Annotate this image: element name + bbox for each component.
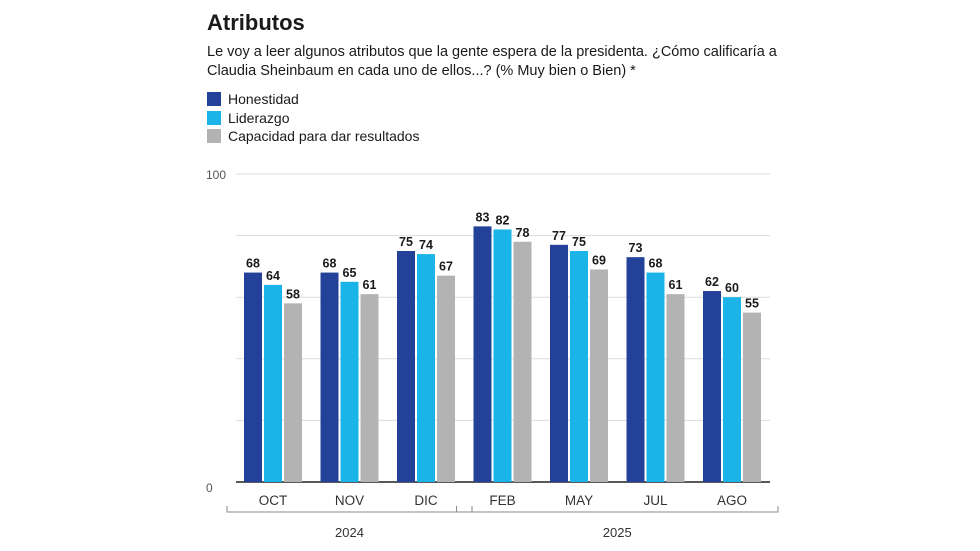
data-label: 74 xyxy=(419,238,433,252)
data-label: 60 xyxy=(725,281,739,295)
data-label: 77 xyxy=(552,229,566,243)
legend-item-capacidad: Capacidad para dar resultados xyxy=(207,127,419,146)
bar-feb-1 xyxy=(473,226,492,482)
data-label: 62 xyxy=(705,275,719,289)
bar-oct-3 xyxy=(284,303,302,482)
chart-subtitle: Le voy a leer algunos atributos que la g… xyxy=(207,44,777,79)
bar-dic-2 xyxy=(417,254,435,482)
legend-swatch-liderazgo xyxy=(207,110,221,125)
data-label: 61 xyxy=(669,278,683,292)
bar-ago-3 xyxy=(743,312,761,482)
data-label: 75 xyxy=(399,235,413,249)
bar-jul-2 xyxy=(646,272,665,482)
data-label: 58 xyxy=(286,287,300,301)
y-tick-label: 100 xyxy=(206,168,226,182)
data-label: 67 xyxy=(439,260,453,274)
year-bracket xyxy=(456,506,779,513)
data-label: 68 xyxy=(649,257,663,271)
legend-item-honestidad: Honestidad xyxy=(207,90,419,109)
bar-ago-2 xyxy=(723,297,741,482)
bar-nov-1 xyxy=(320,272,339,482)
data-label: 64 xyxy=(266,269,280,283)
data-label: 69 xyxy=(592,253,606,267)
year-label: 2025 xyxy=(603,525,632,540)
bar-feb-2 xyxy=(493,229,512,482)
x-tick-label: JUL xyxy=(643,493,667,508)
data-label: 78 xyxy=(516,226,530,240)
data-label: 68 xyxy=(323,257,337,271)
bar-may-2 xyxy=(570,251,588,482)
x-tick-label: DIC xyxy=(414,493,438,508)
bar-oct-2 xyxy=(264,284,282,482)
x-tick-label: MAY xyxy=(565,493,593,508)
data-label: 65 xyxy=(343,266,357,280)
data-label: 68 xyxy=(246,257,260,271)
bar-jul-3 xyxy=(666,294,685,482)
x-tick-label: FEB xyxy=(489,493,515,508)
x-tick-label: AGO xyxy=(717,493,747,508)
legend-label-honestidad: Honestidad xyxy=(228,91,299,108)
bar-nov-2 xyxy=(340,281,359,482)
data-label: 75 xyxy=(572,235,586,249)
chart-title: Atributos xyxy=(207,10,305,35)
bar-nov-3 xyxy=(360,294,379,482)
year-label: 2024 xyxy=(335,525,364,540)
legend: Honestidad Liderazgo Capacidad para dar … xyxy=(207,90,419,146)
legend-swatch-capacidad xyxy=(207,129,221,144)
legend-label-capacidad: Capacidad para dar resultados xyxy=(228,128,420,145)
year-bracket xyxy=(226,506,473,513)
x-tick-label: OCT xyxy=(259,493,288,508)
data-label: 83 xyxy=(476,210,490,224)
bar-ago-1 xyxy=(703,291,721,482)
bar-dic-1 xyxy=(397,251,415,482)
bar-oct-1 xyxy=(244,272,262,482)
data-label: 61 xyxy=(363,278,377,292)
data-label: 55 xyxy=(745,297,759,311)
x-tick-label: NOV xyxy=(335,493,364,508)
y-tick-label: 0 xyxy=(206,481,213,495)
data-label: 82 xyxy=(496,213,510,227)
bar-dic-3 xyxy=(437,275,455,482)
bar-feb-3 xyxy=(513,241,532,482)
bar-may-1 xyxy=(550,244,568,482)
bar-jul-1 xyxy=(626,257,645,482)
data-label: 73 xyxy=(629,241,643,255)
legend-swatch-honestidad xyxy=(207,92,221,107)
bar-may-3 xyxy=(590,269,608,482)
legend-item-liderazgo: Liderazgo xyxy=(207,109,419,128)
legend-label-liderazgo: Liderazgo xyxy=(228,109,290,126)
